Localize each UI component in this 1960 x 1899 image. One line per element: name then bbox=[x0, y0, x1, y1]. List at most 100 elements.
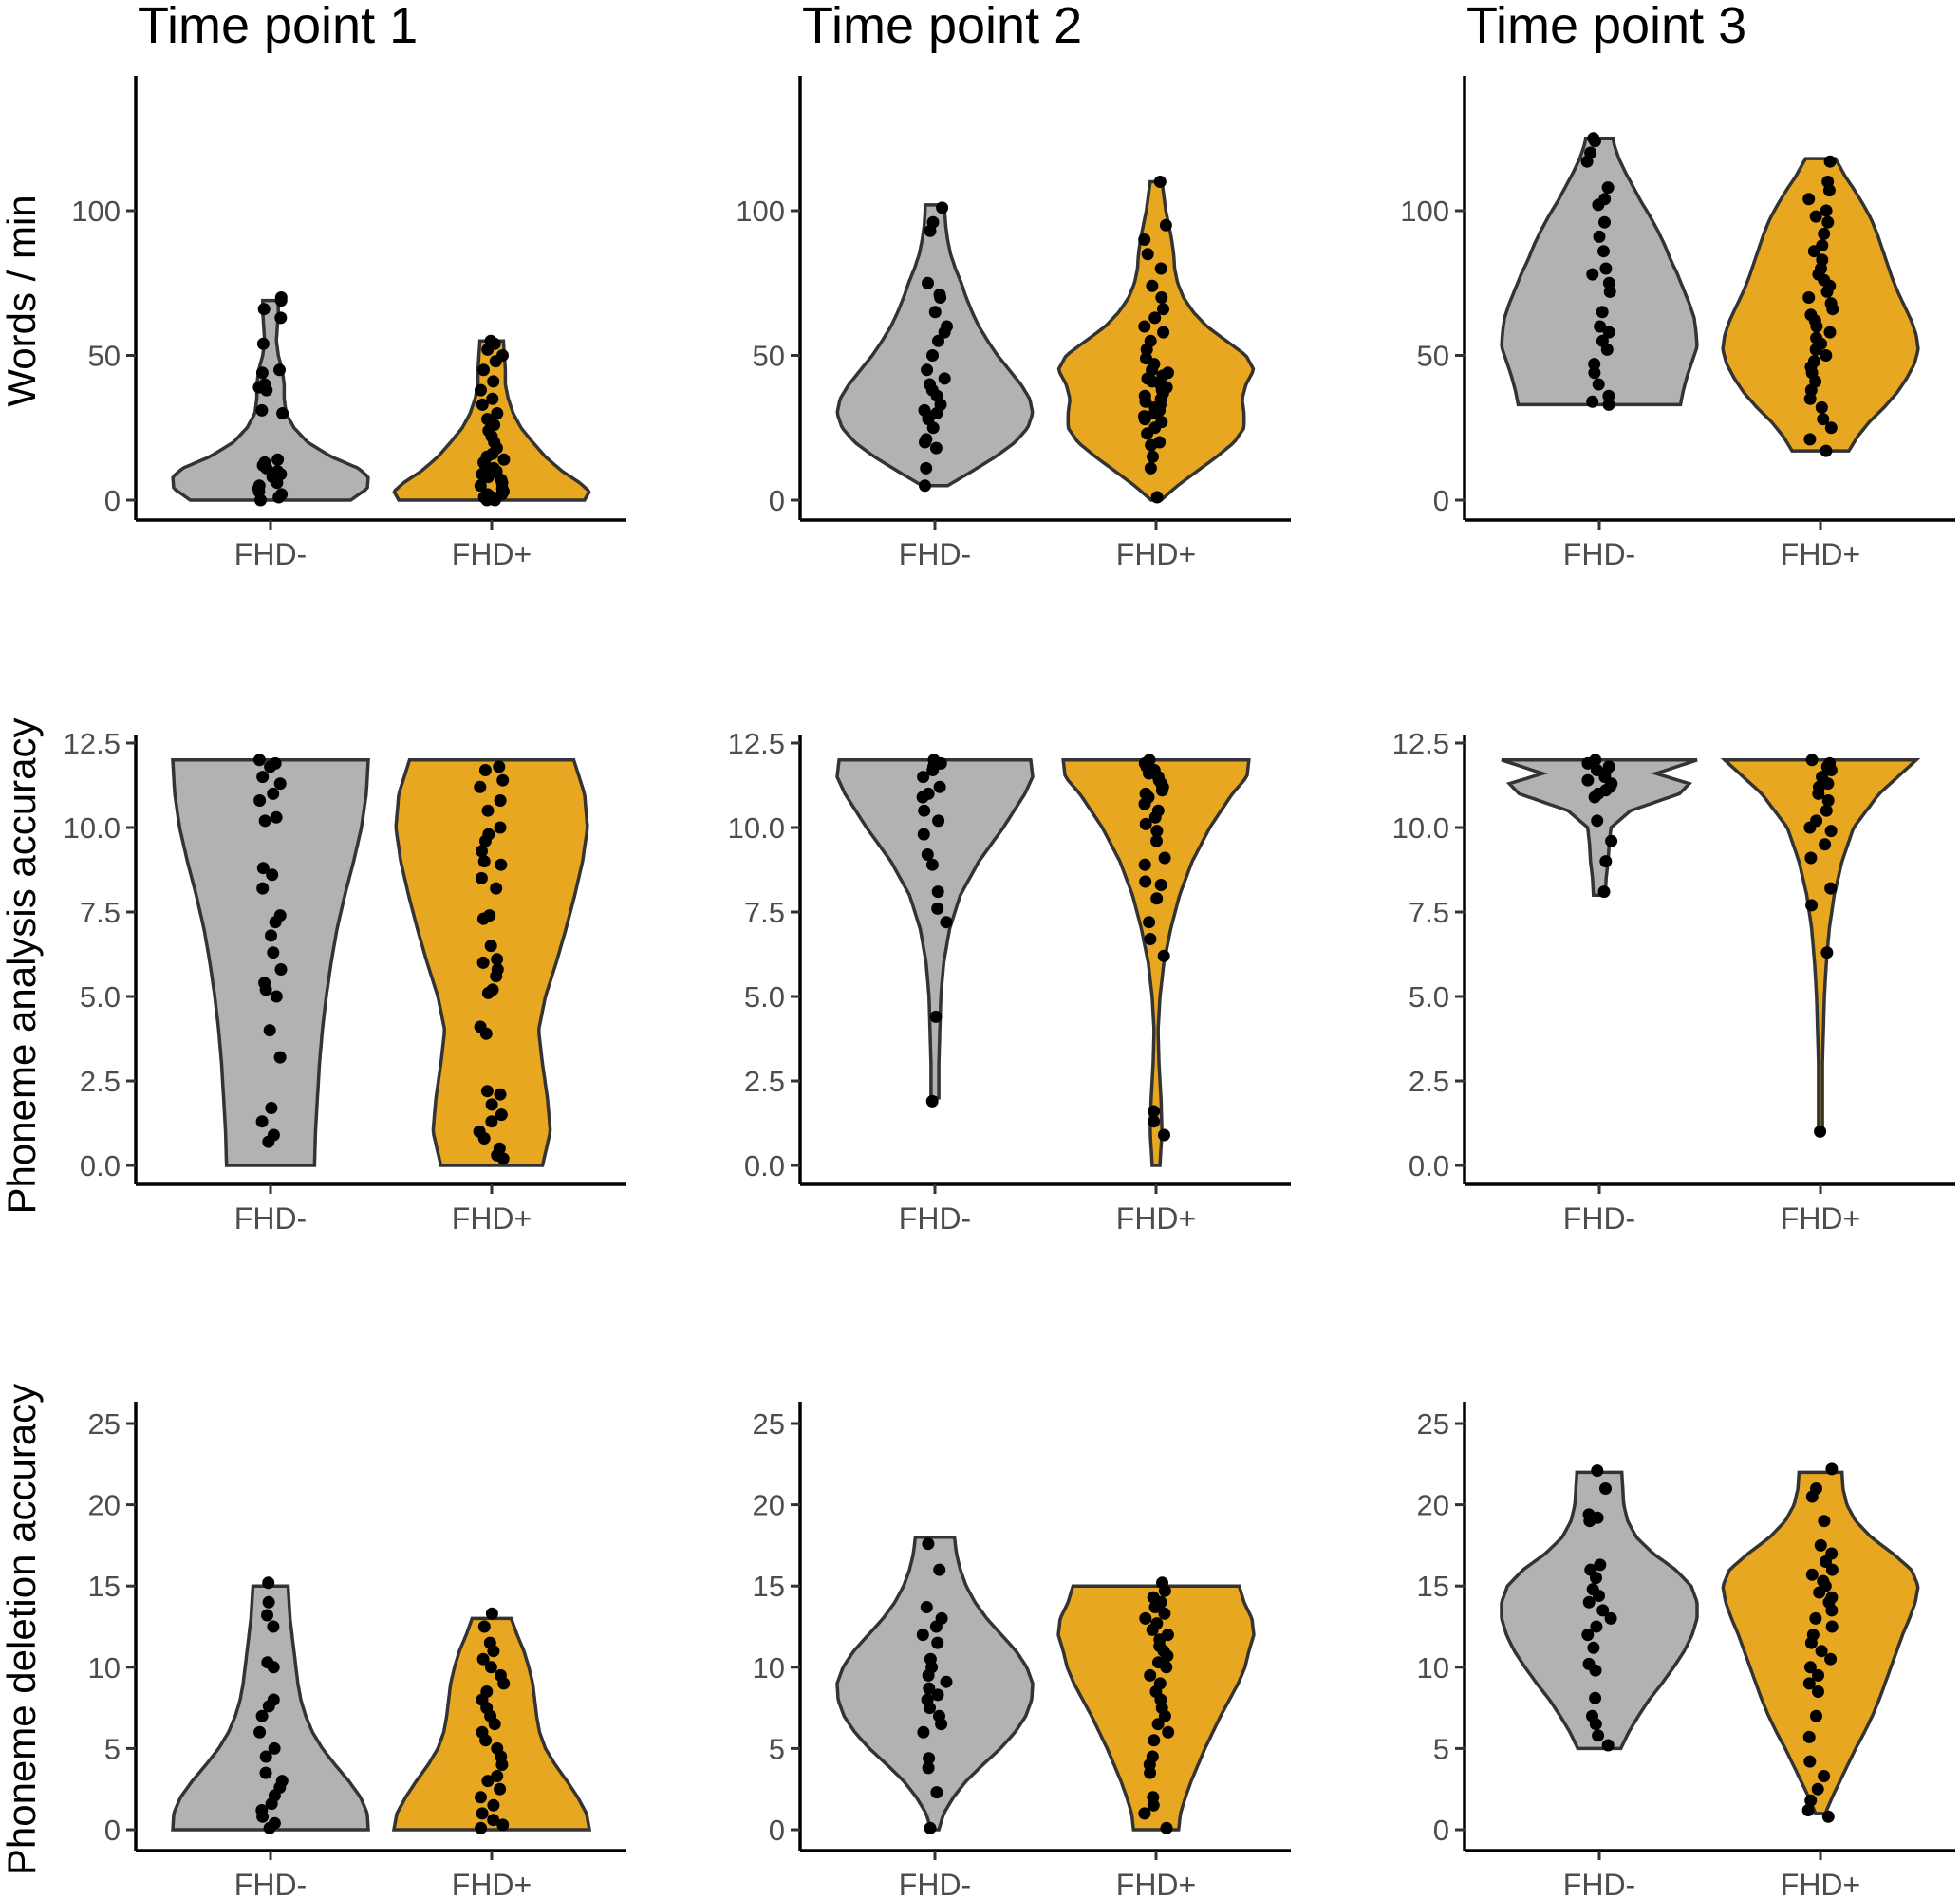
data-point-fhdplus bbox=[1805, 754, 1819, 767]
panel-row1-col3: 0 50 100 FHD- FHD+ bbox=[1400, 76, 1955, 571]
y-tick-label: 10.0 bbox=[64, 811, 121, 845]
data-point-fhd-minus bbox=[1589, 1691, 1602, 1704]
data-point-fhd-minus bbox=[276, 407, 289, 419]
y-tick-label: 25 bbox=[1417, 1407, 1449, 1441]
y-tick-label: 0 bbox=[104, 1814, 121, 1847]
data-point-fhdplus bbox=[476, 1652, 490, 1666]
data-point-fhdplus bbox=[1162, 1725, 1175, 1739]
data-point-fhdplus bbox=[1143, 754, 1156, 767]
data-point-fhd-minus bbox=[273, 363, 286, 377]
data-point-fhd-minus bbox=[274, 311, 288, 325]
violin-fhd-minus bbox=[835, 1536, 1035, 1832]
data-point-fhd-minus bbox=[256, 771, 270, 784]
data-point-fhdplus bbox=[476, 956, 490, 969]
y-tick-label: 0 bbox=[104, 484, 121, 517]
data-point-fhd-minus bbox=[1593, 230, 1606, 243]
data-point-fhdplus bbox=[1146, 279, 1159, 292]
row-label-phoneme-analysis-accuracy: Phoneme analysis accuracy bbox=[0, 718, 44, 1215]
y-tick-label: 2.5 bbox=[80, 1065, 121, 1098]
data-point-fhdplus bbox=[1138, 320, 1151, 333]
data-point-fhdplus bbox=[1801, 1804, 1815, 1816]
data-point-fhd-minus bbox=[275, 1775, 289, 1788]
data-point-fhd-minus bbox=[258, 977, 271, 990]
y-tick-label: 0 bbox=[1433, 1814, 1449, 1847]
data-point-fhd-minus bbox=[274, 963, 288, 976]
data-point-fhdplus bbox=[1151, 804, 1165, 817]
data-point-fhdplus bbox=[491, 1741, 504, 1755]
data-point-fhdplus bbox=[480, 1685, 494, 1698]
data-point-fhdplus bbox=[1146, 1750, 1159, 1763]
data-point-fhd-minus bbox=[266, 868, 279, 882]
x-tick-label-fhdplus: FHD+ bbox=[1781, 1868, 1860, 1899]
data-point-fhdplus bbox=[484, 334, 497, 347]
data-point-fhdplus bbox=[1825, 1547, 1839, 1560]
data-point-fhd-minus bbox=[268, 1816, 281, 1830]
data-point-fhdplus bbox=[1162, 366, 1174, 380]
y-tick-label: 0.0 bbox=[1409, 1149, 1449, 1182]
data-point-fhd-minus bbox=[926, 215, 940, 229]
data-point-fhdplus bbox=[1820, 349, 1833, 362]
violin-fhd-minus bbox=[1501, 758, 1698, 897]
data-point-fhd-minus bbox=[274, 291, 288, 304]
data-point-fhd-minus bbox=[1602, 389, 1615, 402]
data-point-fhd-minus bbox=[255, 1115, 269, 1128]
data-point-fhd-minus bbox=[259, 1750, 272, 1763]
violin-fhd-minus bbox=[1500, 137, 1699, 407]
data-point-fhd-minus bbox=[1599, 855, 1613, 868]
x-tick-label-fhd-minus: FHD- bbox=[1563, 1868, 1635, 1899]
data-point-fhdplus bbox=[1809, 1611, 1822, 1625]
y-tick-label: 5.0 bbox=[744, 980, 785, 1014]
y-tick-label: 100 bbox=[71, 195, 121, 228]
data-point-fhdplus bbox=[1156, 1576, 1168, 1590]
y-tick-label: 15 bbox=[1417, 1570, 1449, 1603]
data-point-fhd-minus bbox=[271, 453, 285, 466]
data-point-fhdplus bbox=[485, 1098, 498, 1111]
data-point-fhd-minus bbox=[1584, 1563, 1597, 1576]
y-tick-label: 5 bbox=[769, 1732, 785, 1765]
data-point-fhd-minus bbox=[917, 771, 930, 784]
data-point-fhdplus bbox=[474, 1020, 487, 1033]
data-point-fhd-minus bbox=[1581, 773, 1595, 787]
data-point-fhd-minus bbox=[1598, 215, 1611, 229]
data-point-fhdplus bbox=[1144, 1668, 1157, 1682]
data-point-fhdplus bbox=[473, 1125, 486, 1138]
data-point-fhd-minus bbox=[267, 787, 280, 800]
data-point-fhd-minus bbox=[923, 1682, 936, 1695]
data-point-fhd-minus bbox=[270, 810, 283, 824]
violin-fhd-minus bbox=[171, 298, 370, 502]
data-point-fhdplus bbox=[1806, 1629, 1820, 1642]
column-title-time-point-3: Time point 3 bbox=[1466, 0, 1746, 54]
x-tick-label-fhdplus: FHD+ bbox=[1781, 537, 1860, 571]
data-point-fhd-minus bbox=[916, 1629, 929, 1642]
data-point-fhd-minus bbox=[931, 902, 944, 915]
y-tick-label: 0 bbox=[769, 484, 785, 517]
data-point-fhdplus bbox=[1138, 410, 1150, 423]
data-point-fhdplus bbox=[1820, 804, 1833, 817]
data-point-fhdplus bbox=[1816, 239, 1829, 252]
y-tick-label: 12.5 bbox=[1392, 727, 1449, 760]
data-point-fhd-minus bbox=[1605, 834, 1618, 847]
data-point-fhdplus bbox=[1144, 933, 1157, 945]
data-point-fhd-minus bbox=[918, 804, 931, 817]
data-point-fhdplus bbox=[1148, 1734, 1161, 1747]
data-point-fhdplus bbox=[1814, 1125, 1827, 1138]
data-point-fhd-minus bbox=[1601, 1739, 1615, 1752]
data-point-fhdplus bbox=[1803, 1661, 1817, 1674]
data-point-fhdplus bbox=[476, 1725, 489, 1739]
data-point-fhd-minus bbox=[935, 1611, 948, 1625]
data-point-fhd-minus bbox=[1602, 398, 1615, 411]
y-tick-label: 7.5 bbox=[744, 896, 785, 929]
data-point-fhd-minus bbox=[1584, 146, 1597, 159]
data-point-fhdplus bbox=[1803, 1755, 1817, 1768]
y-tick-label: 20 bbox=[88, 1489, 121, 1522]
data-point-fhdplus bbox=[1820, 444, 1833, 457]
x-tick-label-fhdplus: FHD+ bbox=[1781, 1201, 1860, 1236]
data-point-fhd-minus bbox=[263, 1024, 276, 1037]
y-tick-label: 2.5 bbox=[1409, 1065, 1449, 1098]
y-tick-label: 10 bbox=[753, 1651, 785, 1685]
x-tick-label-fhd-minus: FHD- bbox=[1563, 537, 1635, 571]
data-point-fhd-minus bbox=[273, 909, 287, 922]
data-point-fhdplus bbox=[1818, 1770, 1831, 1782]
data-point-fhdplus bbox=[486, 392, 499, 405]
x-tick-label-fhd-minus: FHD- bbox=[234, 537, 307, 571]
